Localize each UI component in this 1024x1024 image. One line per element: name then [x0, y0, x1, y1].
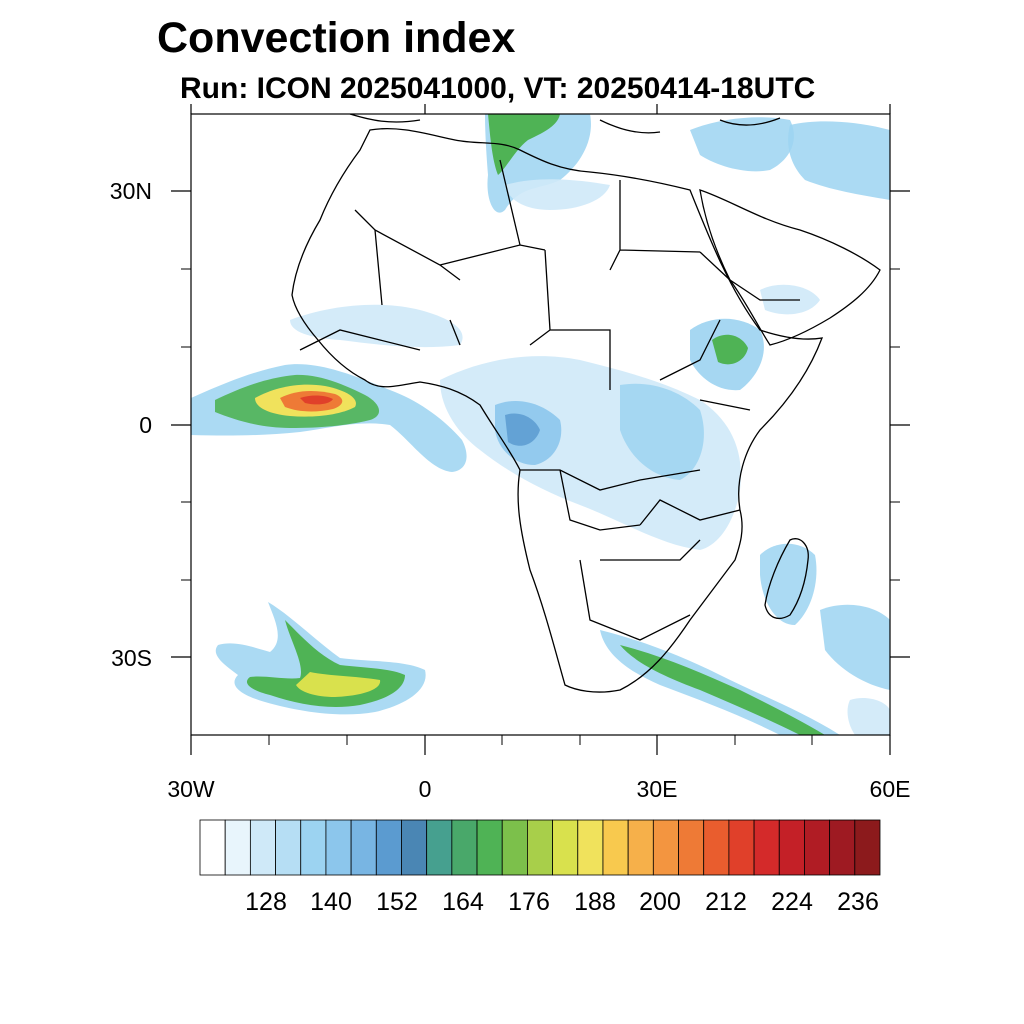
- colorbar-label: 176: [508, 888, 550, 916]
- lon-label-30e: 30E: [636, 776, 678, 802]
- colorbar: [199, 819, 881, 876]
- colorbar-cell: [300, 819, 327, 876]
- colorbar-cell: [426, 819, 453, 876]
- colorbar-cell: [753, 819, 780, 876]
- colorbar-cell: [829, 819, 856, 876]
- colorbar-label: 140: [310, 888, 352, 916]
- colorbar-label: 128: [245, 888, 287, 916]
- field-south-atlantic-high: [296, 672, 381, 697]
- lat-label-30s: 30S: [111, 645, 152, 671]
- field-sahel-streak: [290, 304, 463, 348]
- field-ethiopia-mid: [712, 334, 748, 365]
- field-indian-ocean-south: [847, 698, 890, 735]
- colorbar-cell: [325, 819, 352, 876]
- colorbar-label: 188: [574, 888, 616, 916]
- madagascar-outline: [764, 538, 809, 619]
- field-madagascar-light: [760, 543, 817, 625]
- lon-label-60e: 60E: [869, 776, 911, 802]
- map-borders: [291, 114, 881, 693]
- field-med-green: [488, 114, 560, 175]
- colorbar-label: 200: [639, 888, 681, 916]
- arabia-outline: [699, 189, 881, 346]
- colorbar-cell: [778, 819, 805, 876]
- convection-field: [191, 114, 890, 735]
- colorbar-cell: [652, 819, 679, 876]
- colorbar-label: 224: [771, 888, 813, 916]
- lon-label-30w: 30W: [167, 776, 215, 802]
- colorbar-cell: [375, 819, 402, 876]
- colorbar-cell: [401, 819, 428, 876]
- colorbar-cell: [703, 819, 730, 876]
- field-atlantic-band-peak: [300, 395, 333, 405]
- lat-label-30n: 30N: [109, 178, 152, 204]
- africa-coastline: [291, 127, 824, 693]
- field-east-africa-light: [620, 383, 704, 480]
- colorbar-cell: [224, 819, 251, 876]
- colorbar-cell: [451, 819, 478, 876]
- axis-minor-ticks: [181, 268, 900, 745]
- map-subtitle: Run: ICON 2025041000, VT: 20250414-18UTC: [180, 72, 816, 105]
- colorbar-cell: [527, 819, 553, 876]
- colorbar-label: 212: [705, 888, 747, 916]
- field-libya-light: [505, 179, 610, 210]
- colorbar-cell: [249, 819, 276, 876]
- colorbar-cell: [627, 819, 654, 876]
- colorbar-cell: [501, 819, 528, 876]
- colorbar-cell: [275, 819, 302, 876]
- lat-label-0: 0: [139, 412, 152, 438]
- colorbar-cell: [602, 819, 629, 876]
- colorbar-cell: [350, 819, 377, 876]
- colorbar-cell: [552, 819, 579, 876]
- colorbar-cell: [577, 819, 604, 876]
- field-iran-light: [788, 121, 890, 200]
- colorbar-label: 236: [837, 888, 879, 916]
- lon-label-0: 0: [418, 776, 432, 802]
- field-central-africa-patch: [505, 413, 540, 446]
- field-levant-light: [690, 117, 794, 172]
- colorbar-cell: [678, 819, 705, 876]
- field-south-africa-mid: [620, 645, 825, 735]
- europe-coast-fragments: [349, 114, 781, 134]
- colorbar-cell: [476, 819, 503, 876]
- border-lines: [299, 159, 800, 641]
- colorbar-cell: [804, 819, 831, 876]
- axis-ticks: [171, 104, 910, 755]
- colorbar-cell: [199, 819, 226, 876]
- map-title: Convection index: [157, 14, 516, 62]
- colorbar-label: 152: [376, 888, 418, 916]
- colorbar-cell: [854, 819, 881, 876]
- colorbar-label: 164: [442, 888, 484, 916]
- colorbar-cell: [728, 819, 755, 876]
- field-indian-ocean-light: [820, 604, 890, 690]
